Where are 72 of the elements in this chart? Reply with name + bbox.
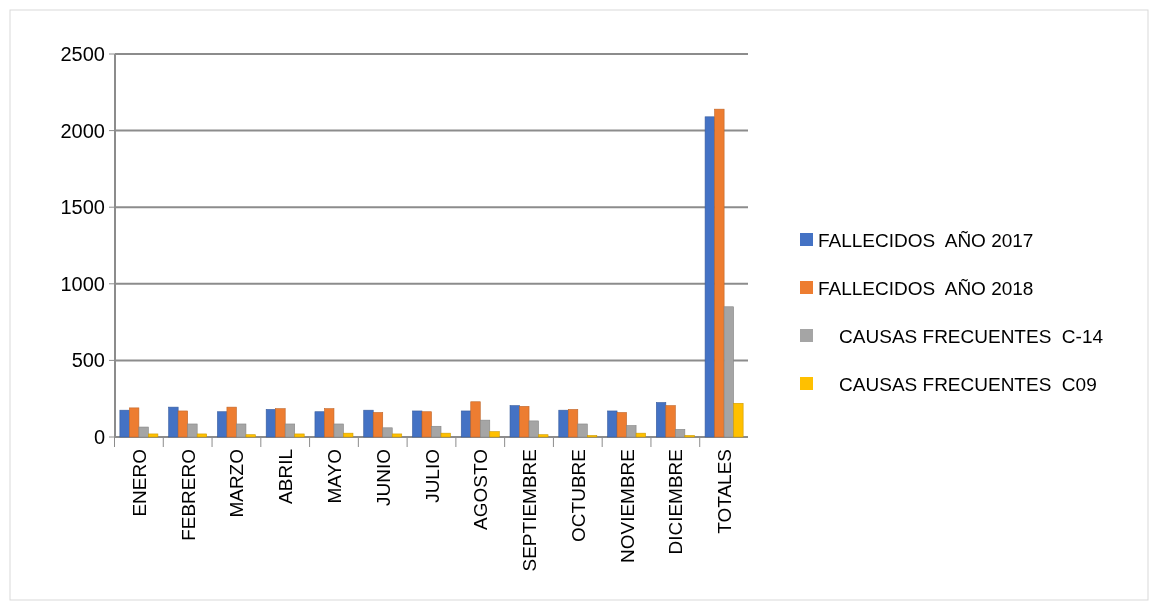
- bar: [324, 408, 335, 438]
- bar: [460, 410, 472, 438]
- x-tick-label: NOVIEMBRE: [616, 449, 638, 564]
- x-tick-label: SEPTIEMBRE: [519, 449, 541, 572]
- bar: [217, 411, 228, 438]
- bar: [626, 425, 637, 438]
- bar: [138, 426, 149, 438]
- x-tick-label: DICIEMBRE: [665, 449, 687, 555]
- y-tick-label: 2500: [60, 43, 105, 65]
- x-tick-label: JULIO: [421, 449, 443, 503]
- bar: [412, 410, 423, 438]
- bar: [275, 408, 286, 438]
- bar: [245, 434, 256, 438]
- bar: [333, 423, 344, 438]
- bar: [607, 410, 618, 438]
- x-tick-label: ENERO: [128, 449, 150, 517]
- x-tick-label: FEBRERO: [177, 449, 199, 541]
- bar: [665, 405, 676, 438]
- y-tick-label: 2000: [60, 119, 105, 142]
- bar: [226, 406, 237, 438]
- x-tick-label: TOTALES: [714, 449, 736, 534]
- bar: [577, 423, 588, 438]
- bar: [294, 433, 305, 438]
- bar: [714, 108, 725, 438]
- bar: [519, 406, 530, 438]
- bar: [119, 409, 130, 438]
- bar: [421, 411, 432, 438]
- legend-label: CAUSAS FRECUENTES C-14: [818, 325, 1104, 347]
- y-tick-label: 1500: [60, 196, 105, 219]
- x-tick-label: AGOSTO: [470, 449, 492, 530]
- bar: [168, 406, 179, 438]
- bar: [196, 433, 207, 438]
- bar: [284, 423, 296, 438]
- bar: [440, 432, 451, 438]
- bar: [314, 411, 325, 438]
- bar: [538, 434, 549, 438]
- x-tick-label: OCTUBRE: [567, 449, 589, 542]
- bar: [509, 405, 520, 438]
- bar: [382, 427, 393, 438]
- bar: [489, 431, 500, 438]
- bar: [129, 407, 140, 438]
- bar: [704, 116, 715, 438]
- bar: [470, 401, 481, 438]
- bar: [148, 433, 159, 438]
- y-tick-label: 500: [71, 349, 105, 372]
- bar: [363, 409, 374, 438]
- bar: [431, 425, 442, 438]
- bar: [265, 409, 276, 438]
- bar: [733, 403, 744, 438]
- x-tick-label: JUNIO: [372, 449, 394, 506]
- bar: [528, 420, 539, 438]
- bar: [236, 423, 247, 438]
- bar: [177, 410, 188, 438]
- bar: [635, 432, 646, 438]
- legend-label: FALLECIDOS AÑO 2017: [818, 229, 1034, 251]
- bar: [343, 432, 354, 438]
- bar: [616, 412, 627, 438]
- bar: [372, 412, 384, 438]
- x-tick-label: MARZO: [226, 449, 248, 518]
- bar: [391, 433, 403, 438]
- legend-label: CAUSAS FRECUENTES C09: [818, 373, 1097, 395]
- bar: [479, 419, 491, 438]
- legend-label: FALLECIDOS AÑO 2018: [818, 277, 1034, 299]
- bar: [656, 402, 667, 438]
- x-tick-label: ABRIL: [275, 449, 297, 504]
- bar: [558, 409, 569, 438]
- y-tick-label: 1000: [60, 272, 105, 295]
- x-tick-label: MAYO: [323, 449, 345, 504]
- bar: [675, 429, 686, 438]
- bar: [567, 409, 579, 438]
- y-tick-label: 0: [93, 426, 105, 448]
- bar: [187, 423, 198, 438]
